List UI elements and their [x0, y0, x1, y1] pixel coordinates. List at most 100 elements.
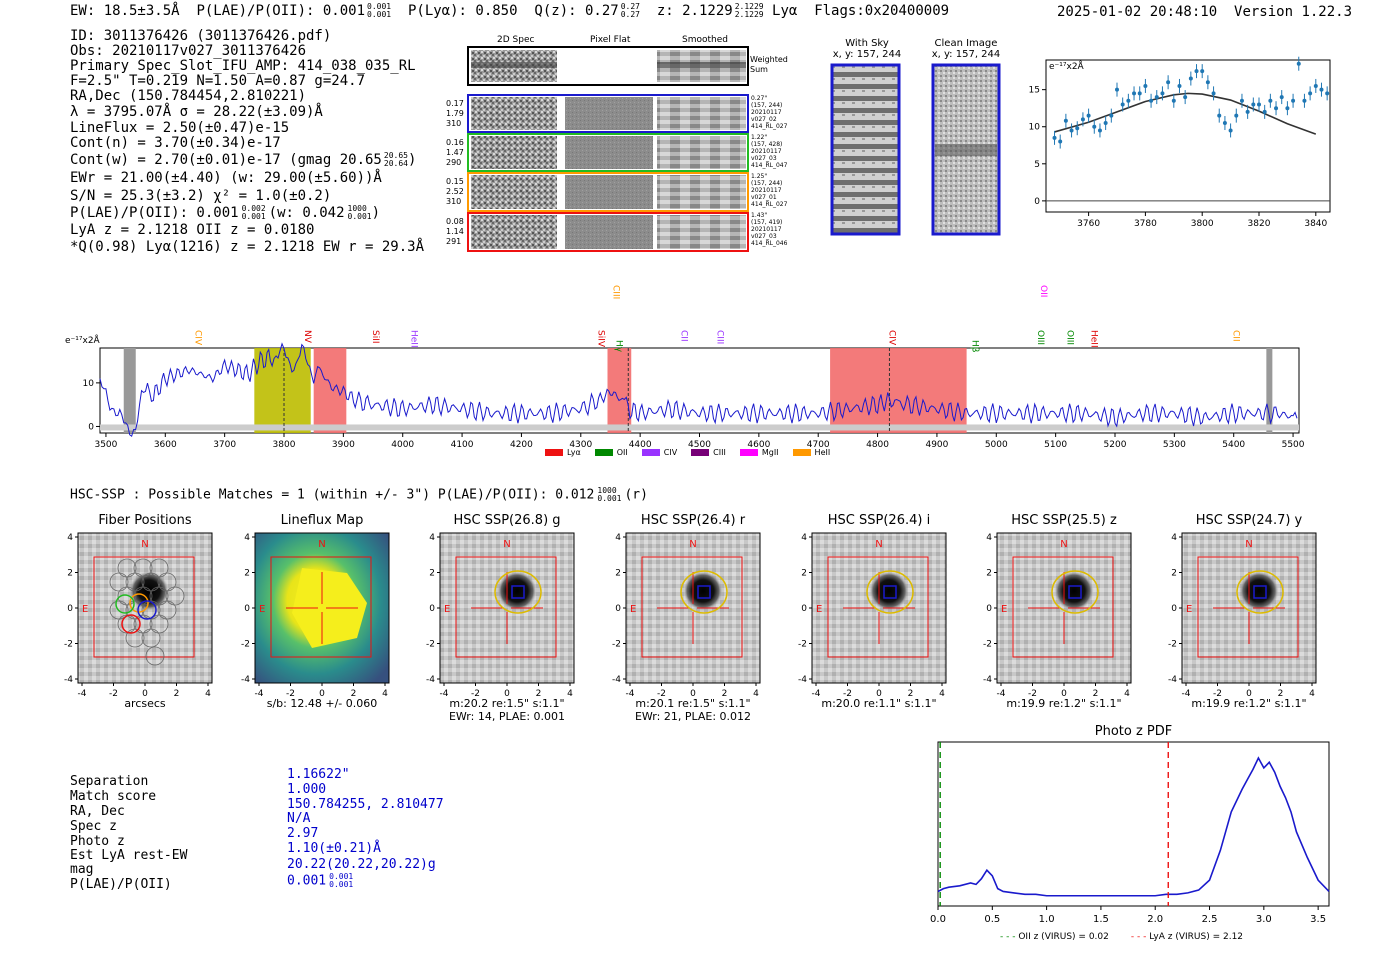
header-plae-sup: 0.001 — [367, 2, 392, 11]
data-point — [1245, 109, 1250, 114]
x-tick-label: 3780 — [1134, 219, 1157, 229]
x-tick-label: 3800 — [1191, 219, 1214, 229]
fiber-circle — [125, 572, 145, 592]
info-slot: Primary Spec_Slot_IFU_AMP: 414_038_035_R… — [70, 58, 416, 74]
x-tick-label: -2 — [1028, 689, 1037, 699]
fiber-circle — [149, 614, 169, 634]
header-z-sub: 2.1229 — [734, 10, 764, 19]
fiber-2-r2: 20210117 — [751, 148, 782, 155]
col-label-2dspec: 2D Spec — [497, 35, 535, 45]
photoz-legend-lya: - - - LyA z (VIRUS) = 2.12 — [1130, 932, 1244, 942]
match-label-mag: mag — [70, 862, 94, 877]
hsc-panel-title: HSC SSP(26.4) i — [827, 513, 931, 528]
y-tick-label: 5 — [1034, 160, 1040, 170]
hsc-panel-title: Fiber Positions — [98, 513, 192, 528]
x-tick-label: 4 — [939, 689, 945, 699]
match-label-score: Match score — [70, 789, 157, 804]
hsc-panel-title: HSC SSP(25.5) z — [1011, 513, 1117, 528]
y-tick-label: 0 — [88, 422, 94, 432]
info-plae-sup: 0.002 — [241, 204, 266, 213]
x-tick-label: 3760 — [1077, 219, 1100, 229]
photoz-title: Photo z PDF — [1094, 724, 1173, 739]
fiber-circle-blue — [137, 600, 157, 620]
data-point — [1109, 113, 1114, 118]
y-tick-label: -2 — [241, 640, 250, 650]
hsc-panel: N E -4 -4 -2 -2 0 0 2 2 4 4 — [241, 532, 390, 699]
fiber-3-r3: v027_01 — [751, 194, 777, 201]
header-line: EW: 18.5±3.5Å P(LAE)/P(OII): 0.001 0.001 0… — [70, 2, 949, 20]
x-tick-label: 3840 — [1304, 219, 1327, 229]
fiber-1-r4: 414_RL_027 — [751, 123, 788, 130]
ellipse-aperture — [1236, 570, 1284, 614]
header-version: Version 1.22.3 — [1234, 4, 1353, 20]
match-box — [1253, 585, 1267, 599]
fiber-circle-orange — [129, 593, 149, 613]
clean-image-title-text: Clean Image — [934, 38, 998, 49]
x-tick-label: 4 — [753, 689, 759, 699]
error-band — [100, 424, 1299, 431]
y-tick-label: -2 — [612, 640, 621, 650]
zoom-line-plot: 3760 3780 3800 3820 3840 0 5 10 15 — [1029, 56, 1331, 229]
info-q-line: *Q(0.98) Lyα(1216) z = 2.1218 EW r = 29.… — [70, 239, 425, 255]
legend-item: MgII — [739, 448, 779, 457]
y-tick-label: 4 — [244, 533, 250, 543]
header-z-sup: 2.1229 — [734, 2, 764, 11]
fiber-circle — [145, 646, 165, 666]
legend-label: OII — [616, 448, 628, 457]
hsc-panel-caption: m:20.0 re:1.1" s:1.1" — [821, 697, 937, 710]
legend-swatch — [545, 449, 563, 456]
data-point — [1092, 124, 1097, 129]
compass-e: E — [259, 604, 265, 615]
x-tick-label: -2 — [843, 689, 852, 699]
data-point — [1205, 80, 1210, 85]
data-point — [1257, 102, 1261, 107]
legend-label: CIII — [713, 448, 726, 457]
match-label-specz: Spec z — [70, 819, 117, 834]
data-point — [1069, 128, 1074, 133]
data-point — [1149, 98, 1154, 103]
fiber-3-r1: (157, 244) — [751, 180, 783, 187]
fiber-4-r4: 414_RL_046 — [751, 240, 788, 247]
fiber-1-left-c: 310 — [446, 119, 462, 128]
info-lya-z: LyA z = 2.1218 OII z = 0.0180 — [70, 222, 315, 238]
match-label-ew: Est LyA rest-EW — [70, 848, 188, 863]
data-point — [1063, 118, 1068, 123]
aperture-box — [1197, 556, 1299, 658]
match-value-photoz: 2.97 — [287, 826, 319, 841]
full-spectrum-plot: 3500 3600 3700 3800 3900 4000 4100 4200 4300 4400… — [83, 285, 1305, 450]
data-point — [1279, 95, 1284, 100]
y-tick-label: 0 — [1034, 197, 1040, 207]
fiber-circle-red — [121, 614, 141, 634]
photoz-legend-oii-label: OII z (VIRUS) = 0.02 — [1018, 932, 1109, 942]
info-lambda: λ = 3795.07Å σ = 28.22(±3.09)Å — [70, 104, 323, 120]
match-box — [883, 585, 897, 599]
fiber-3-left: 0.15 2.52 310 — [446, 177, 464, 207]
info-radec: RA,Dec (150.784454,2.810221) — [70, 88, 307, 104]
emission-line-label: CIV — [193, 330, 203, 346]
compass-n: N — [875, 539, 882, 550]
x-tick-label: 1.5 — [1093, 914, 1109, 925]
x-tick-label: 4 — [1124, 689, 1130, 699]
info-plae: P(LAE)/P(OII): 0.001 — [70, 205, 239, 221]
x-tick-label: -2 — [471, 689, 480, 699]
match-plae-sub: 0.001 — [329, 880, 354, 889]
info-plae-sub: 0.001 — [241, 212, 266, 221]
clean-image — [931, 63, 1001, 236]
info-plae-w-sup: 1000 — [347, 204, 367, 213]
match-label-radec: RA, Dec — [70, 804, 125, 819]
emission-line-label: OIII — [1065, 330, 1075, 345]
shaded-region — [313, 348, 347, 433]
y-tick-label: -2 — [983, 640, 992, 650]
fiber-circle — [117, 614, 137, 634]
aperture-box — [1012, 556, 1114, 658]
info-contw-sup: 20.65 — [383, 151, 408, 160]
data-point — [1302, 98, 1307, 103]
legend-swatch — [594, 449, 613, 456]
data-point — [1177, 83, 1182, 88]
fiber-2-left-a: 0.16 — [446, 138, 464, 147]
data-point — [1115, 87, 1119, 92]
x-tick-label: -4 — [1182, 689, 1191, 699]
compass-e: E — [816, 604, 822, 615]
fiber-circle — [141, 628, 161, 648]
match-value-ew: 1.10(±0.21)Å — [287, 841, 381, 856]
